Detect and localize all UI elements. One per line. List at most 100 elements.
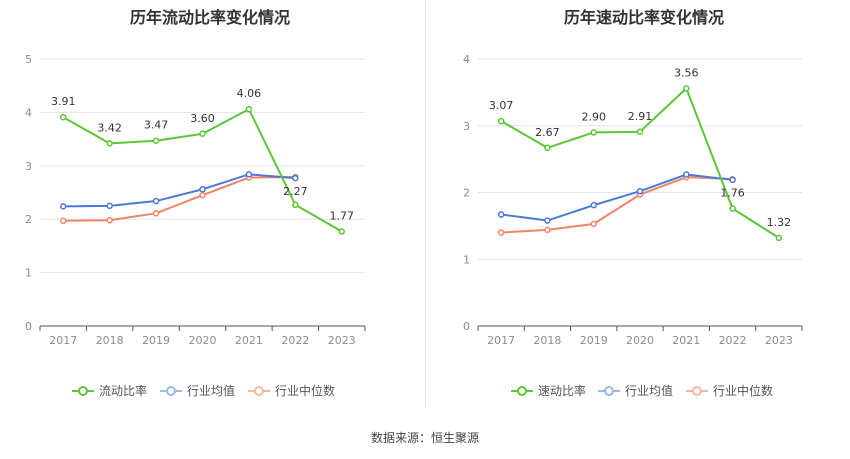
data-point (59, 113, 67, 121)
x-tick-label: 2020 (189, 334, 217, 347)
data-label: 3.47 (144, 119, 169, 132)
legend-quick-ratio: 速动比率 行业均值 行业中位数 (425, 382, 850, 400)
legend-label: 行业均值 (187, 384, 236, 398)
x-tick-label: 2023 (328, 334, 356, 347)
data-point (497, 229, 505, 236)
data-point (544, 144, 551, 152)
data-label: 1.32 (767, 216, 792, 229)
legend-item[interactable]: 行业均值 (160, 382, 235, 399)
x-tick-label: 2021 (672, 334, 700, 347)
legend-label: 流动比率 (99, 384, 148, 398)
legend-swatch-icon (160, 385, 182, 397)
y-tick-label: 3 (25, 160, 32, 173)
y-tick-label: 4 (25, 106, 32, 119)
data-point (775, 234, 783, 242)
x-tick-label: 2022 (719, 334, 747, 347)
x-tick-label: 2022 (281, 334, 309, 347)
data-label: 3.56 (674, 66, 699, 79)
data-point (106, 217, 113, 224)
legend-item[interactable]: 行业均值 (598, 382, 673, 399)
data-point (729, 205, 736, 212)
series-line-industry-median (501, 176, 733, 234)
legend-current-ratio: 流动比率 行业均值 行业中位数 (0, 382, 425, 400)
legend-item[interactable]: 行业中位数 (686, 382, 773, 399)
series-line-industry-median (63, 176, 296, 222)
data-point (245, 171, 253, 178)
data-label: 3.07 (489, 99, 514, 112)
data-label: 2.91 (628, 110, 653, 123)
panel-divider (425, 0, 426, 408)
x-tick-label: 2021 (235, 334, 263, 347)
data-point (106, 202, 113, 210)
legend-label: 行业均值 (625, 384, 674, 398)
data-point (245, 105, 253, 113)
data-label: 3.60 (190, 112, 215, 125)
series-line-industry-average (501, 173, 733, 222)
data-point (199, 130, 206, 138)
data-point (199, 186, 206, 193)
legend-item[interactable]: 行业中位数 (248, 382, 335, 399)
data-label: 3.42 (97, 121, 122, 134)
data-point (497, 117, 505, 125)
data-point (59, 217, 67, 225)
chart-title-current-ratio: 历年流动比率变化情况 (129, 8, 290, 27)
data-label: 1.77 (330, 209, 355, 222)
x-tick-label: 2018 (96, 334, 124, 347)
data-point (152, 197, 160, 205)
data-point (152, 137, 160, 144)
y-tick-label: 2 (25, 213, 32, 226)
data-point (636, 128, 644, 136)
legend-swatch-icon (686, 385, 708, 397)
x-tick-label: 2020 (626, 334, 654, 347)
data-point (729, 176, 736, 184)
data-label: 4.06 (237, 87, 262, 100)
y-tick-label: 1 (463, 253, 470, 266)
legend-swatch-icon (72, 385, 94, 397)
data-point (544, 226, 551, 234)
data-point (106, 140, 113, 147)
data-source: 数据来源：恒生聚源 (370, 431, 479, 445)
x-tick-label: 2017 (487, 334, 515, 347)
x-tick-label: 2018 (533, 334, 561, 347)
data-point (292, 174, 299, 182)
x-tick-label: 2023 (765, 334, 793, 347)
y-tick-label: 0 (463, 320, 470, 333)
data-point (683, 171, 690, 178)
data-point (544, 217, 551, 224)
data-point (497, 211, 505, 218)
data-point (199, 191, 206, 199)
x-tick-label: 2019 (580, 334, 608, 347)
legend-swatch-icon (598, 385, 620, 397)
y-tick-label: 5 (25, 53, 32, 66)
legend-label: 速动比率 (538, 384, 587, 398)
data-point (59, 203, 67, 210)
y-tick-label: 4 (463, 53, 470, 66)
data-point (152, 210, 160, 217)
chart-title-quick-ratio: 历年速动比率变化情况 (563, 8, 724, 27)
data-label: 2.67 (535, 126, 560, 139)
data-point (683, 85, 690, 92)
y-tick-label: 1 (25, 267, 32, 280)
data-label: 2.27 (283, 185, 308, 198)
legend-swatch-icon (511, 385, 533, 397)
legend-label: 行业中位数 (713, 384, 774, 398)
data-point (590, 201, 597, 209)
data-point (590, 220, 597, 228)
data-label: 2.90 (581, 110, 606, 123)
data-point (338, 228, 346, 235)
legend-swatch-icon (248, 385, 270, 397)
legend-label: 行业中位数 (275, 384, 336, 398)
data-point (636, 187, 644, 195)
data-label: 1.76 (720, 187, 745, 200)
legend-item[interactable]: 速动比率 (511, 382, 586, 399)
x-tick-label: 2019 (142, 334, 170, 347)
y-tick-label: 3 (463, 120, 470, 133)
legend-item[interactable]: 流动比率 (72, 382, 147, 399)
data-point (590, 129, 597, 136)
y-tick-label: 2 (463, 187, 470, 200)
data-point (292, 201, 299, 209)
series-line-industry-average (63, 173, 296, 208)
y-tick-label: 0 (25, 320, 32, 333)
data-label: 3.91 (51, 95, 76, 108)
